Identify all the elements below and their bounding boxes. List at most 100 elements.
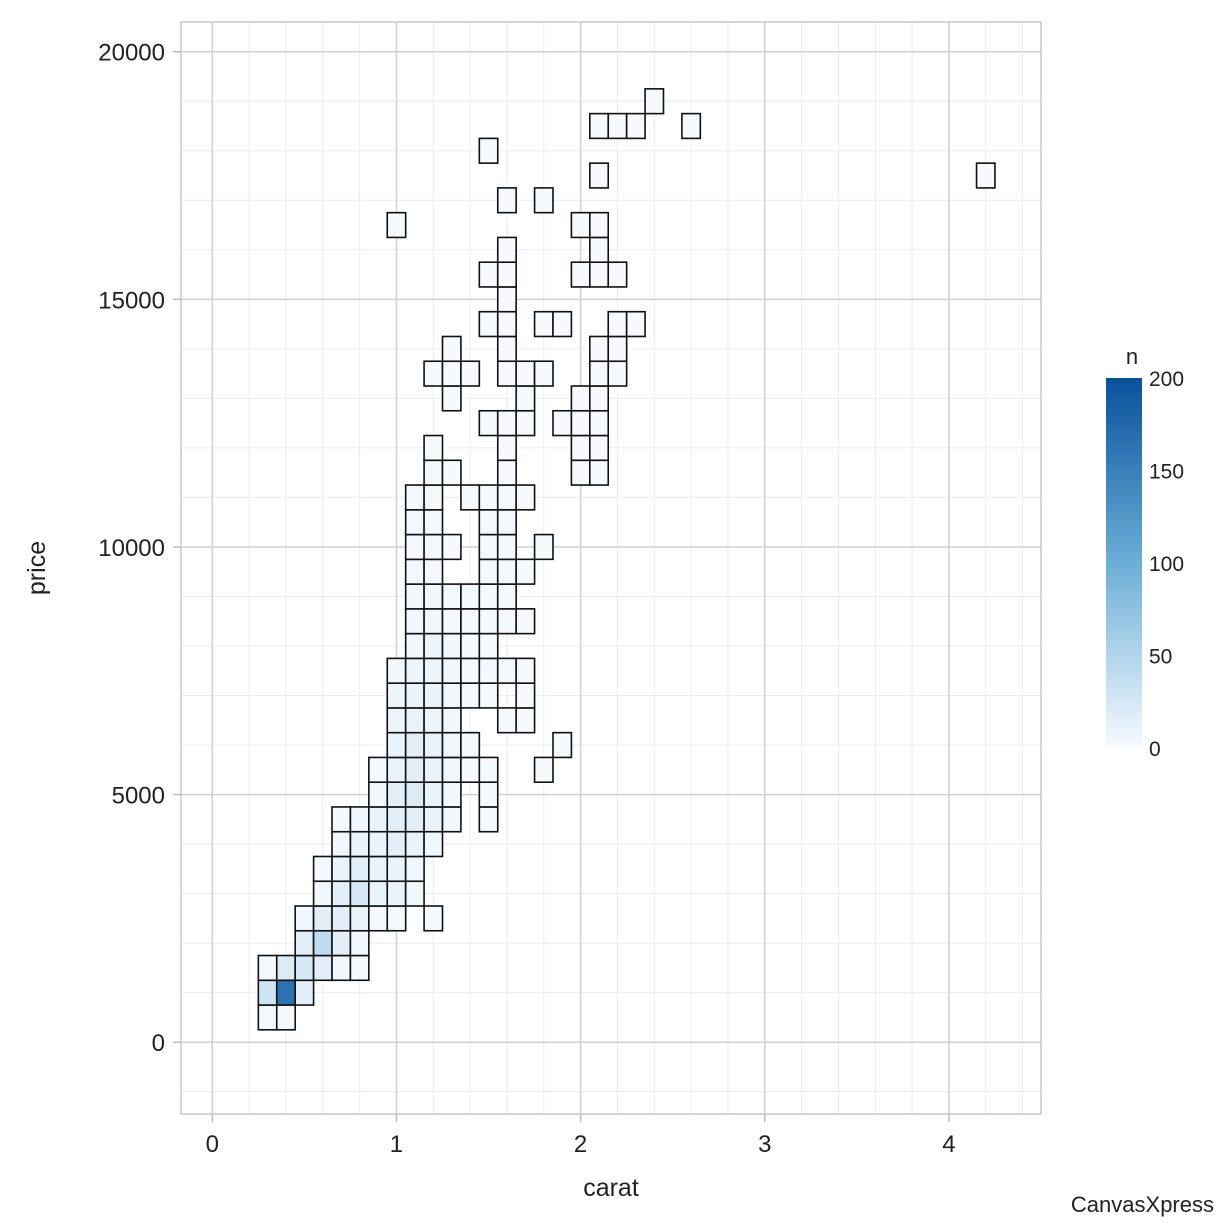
heatmap-bin	[441, 459, 462, 486]
y-tick-label: 5000	[112, 783, 165, 810]
heatmap-bin	[478, 509, 499, 536]
heatmap-bin	[294, 929, 315, 957]
heatmap-bin	[975, 162, 996, 189]
heatmap-bin	[589, 409, 610, 437]
heatmap-bin	[312, 905, 333, 932]
heatmap-bin	[423, 434, 444, 462]
y-tick-label: 15000	[98, 287, 165, 314]
heatmap-bin	[460, 756, 481, 783]
heatmap-bin	[625, 112, 646, 140]
heatmap-bin	[589, 360, 610, 387]
heatmap-bin	[460, 583, 481, 610]
plot-border	[180, 21, 1042, 1115]
heatmap-bin	[515, 682, 536, 709]
heatmap-bin	[349, 806, 370, 833]
heatmap-bin	[257, 979, 278, 1006]
heatmap-bin	[589, 261, 610, 288]
heatmap-bin	[423, 632, 444, 660]
heatmap-bin	[478, 533, 499, 561]
heatmap-bin	[607, 310, 628, 338]
y-axis-title: price	[23, 541, 51, 595]
heatmap-bin	[570, 385, 591, 412]
heatmap-bin	[478, 632, 499, 660]
heatmap-bins	[257, 88, 996, 1031]
heatmap-bin	[460, 484, 481, 511]
heatmap-bin	[386, 880, 407, 907]
heatmap-bin	[423, 558, 444, 585]
heatmap-bin	[294, 954, 315, 982]
heatmap-bin	[496, 533, 517, 561]
heatmap-bin	[423, 707, 444, 734]
heatmap-bin	[478, 558, 499, 585]
heatmap-bin	[496, 558, 517, 585]
heatmap-bin	[331, 905, 352, 932]
heatmap-bin	[533, 360, 554, 387]
y-tick-label: 0	[152, 1030, 165, 1057]
heatmap-bin	[478, 484, 499, 511]
heatmap-bin	[294, 979, 315, 1006]
heatmap-bin	[368, 781, 389, 808]
heatmap-bin	[312, 880, 333, 907]
heatmap-bin	[496, 187, 517, 214]
heatmap-bin	[607, 261, 628, 288]
legend-colorbar	[1106, 378, 1142, 748]
heatmap-bin	[386, 756, 407, 783]
legend-tick-label: 100	[1149, 553, 1184, 576]
heatmap-bin	[441, 385, 462, 412]
y-tick-label: 10000	[98, 535, 165, 562]
heatmap-bin	[404, 657, 425, 684]
heatmap-bin	[404, 756, 425, 783]
heatmap-bin	[423, 657, 444, 684]
heatmap-bin	[496, 484, 517, 511]
heatmap-bin	[441, 608, 462, 635]
heatmap-bin	[496, 409, 517, 437]
y-tick-label: 20000	[98, 40, 165, 67]
heatmap-bin	[570, 459, 591, 486]
heatmap-bin	[496, 583, 517, 610]
heatmap-bin	[478, 137, 499, 164]
heatmap-bin	[496, 434, 517, 462]
heatmap-bin	[589, 211, 610, 239]
legend-tick-label: 0	[1149, 738, 1161, 761]
x-tick-label: 2	[574, 1131, 587, 1158]
heatmap-bin	[404, 855, 425, 883]
heatmap-bin	[349, 830, 370, 858]
heatmap-bin	[478, 583, 499, 610]
heatmap-bin	[589, 459, 610, 486]
heatmap-bin	[570, 261, 591, 288]
heatmap-bin	[478, 310, 499, 338]
heatmap-bin	[312, 855, 333, 883]
heatmap-bin	[349, 929, 370, 957]
x-tick-label: 1	[390, 1131, 403, 1158]
heatmap-bin	[515, 657, 536, 684]
heatmap-bin	[496, 335, 517, 363]
heatmap-bin	[423, 682, 444, 709]
heatmap-bin	[441, 360, 462, 387]
heatmap-bin	[515, 707, 536, 734]
heatmap-bin	[404, 484, 425, 511]
heatmap-bin	[404, 707, 425, 734]
heatmap-bin	[423, 459, 444, 486]
heatmap-bin	[589, 162, 610, 189]
heatmap-bin	[275, 1004, 296, 1031]
heatmap-bin	[386, 855, 407, 883]
heatmap-bin	[441, 682, 462, 709]
heatmap-bin	[404, 731, 425, 759]
heatmap-bin	[386, 682, 407, 709]
heatmap-bin	[441, 806, 462, 833]
heatmap-bin	[368, 806, 389, 833]
heatmap-bin	[404, 880, 425, 907]
heatmap-bin	[386, 731, 407, 759]
heatmap-bin	[368, 756, 389, 783]
heatmap-bin	[515, 409, 536, 437]
heatmap-bin	[386, 781, 407, 808]
heatmap-bin	[496, 236, 517, 263]
heatmap-bin	[423, 608, 444, 635]
heatmap-bin	[441, 583, 462, 610]
heatmap-bin	[368, 830, 389, 858]
heatmap-bin	[404, 608, 425, 635]
heatmap-bin	[404, 533, 425, 561]
canvasxpress-credit: CanvasXpress	[1070, 1192, 1214, 1217]
heatmap-bin	[589, 112, 610, 140]
heatmap-bin	[368, 905, 389, 932]
